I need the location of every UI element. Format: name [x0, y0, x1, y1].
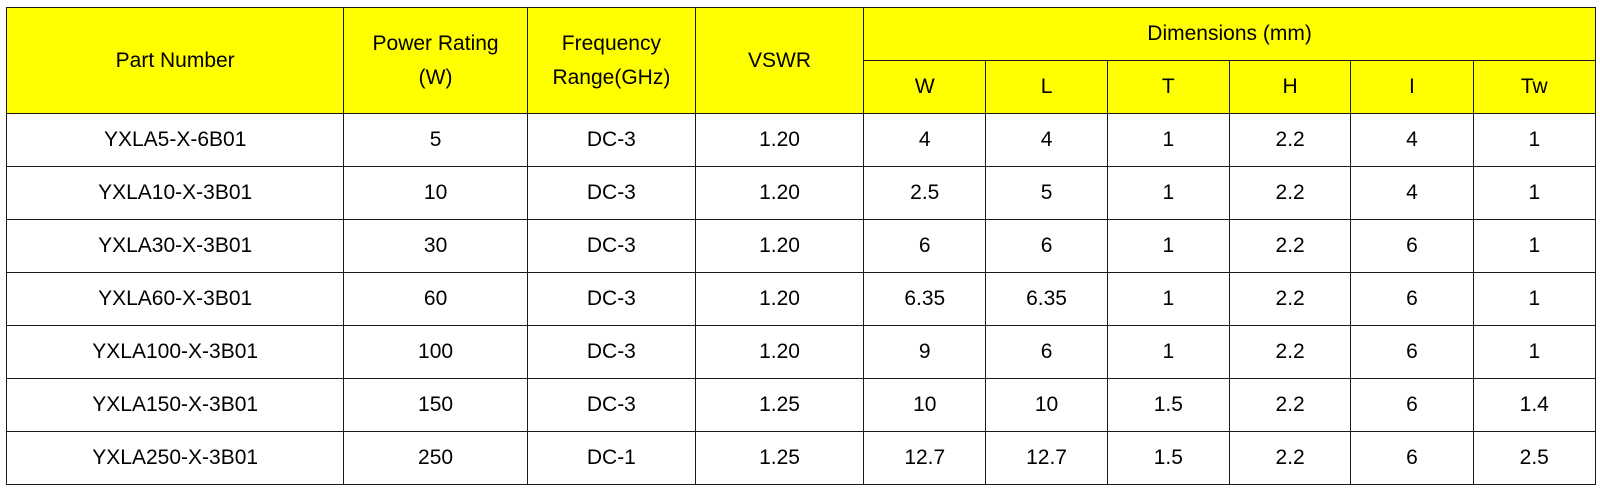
header-frequency-line1: Frequency: [561, 31, 661, 55]
cell-dim-w: 10: [863, 378, 987, 432]
cell-dim-h: 2.2: [1228, 431, 1352, 485]
cell-dim-tw: 1: [1472, 272, 1597, 326]
cell-part-number: YXLA250-X-3B01: [5, 431, 345, 485]
table-row: YXLA150-X-3B01 150 DC-3 1.25 10 10 1.5 2…: [5, 378, 1597, 432]
cell-vswr: 1.20: [694, 219, 865, 273]
cell-dim-l: 6.35: [985, 272, 1108, 326]
cell-frequency-range: DC-3: [526, 219, 696, 273]
header-frequency-range: Frequency Range(GHz): [526, 7, 696, 114]
cell-dim-tw: 1: [1472, 113, 1597, 167]
spec-table-container: Part Number Power Rating (W) Frequency R…: [5, 7, 1597, 485]
cell-vswr: 1.20: [694, 272, 865, 326]
cell-dim-i: 4: [1350, 166, 1474, 220]
cell-dim-l: 10: [985, 378, 1108, 432]
cell-dim-l: 5: [985, 166, 1108, 220]
cell-dim-t: 1.5: [1106, 431, 1230, 485]
cell-vswr: 1.20: [694, 166, 865, 220]
header-frequency-line2: Range(GHz): [552, 65, 671, 89]
cell-vswr: 1.25: [694, 378, 865, 432]
cell-frequency-range: DC-3: [526, 325, 696, 379]
cell-dim-i: 6: [1350, 272, 1474, 326]
header-vswr: VSWR: [694, 7, 865, 114]
cell-part-number: YXLA30-X-3B01: [5, 219, 345, 273]
cell-dim-t: 1: [1106, 219, 1230, 273]
cell-dim-tw: 1: [1472, 325, 1597, 379]
cell-part-number: YXLA60-X-3B01: [5, 272, 345, 326]
table-row: YXLA100-X-3B01 100 DC-3 1.20 9 6 1 2.2 6…: [5, 325, 1597, 379]
cell-dim-t: 1.5: [1106, 378, 1230, 432]
cell-dim-w: 2.5: [863, 166, 987, 220]
cell-power-rating: 150: [343, 378, 528, 432]
header-dim-tw: Tw: [1472, 60, 1597, 114]
cell-dim-i: 6: [1350, 378, 1474, 432]
table-header: Part Number Power Rating (W) Frequency R…: [5, 7, 1597, 114]
header-power-rating-line1: Power Rating: [372, 31, 499, 55]
table-row: YXLA10-X-3B01 10 DC-3 1.20 2.5 5 1 2.2 4…: [5, 166, 1597, 220]
header-row-1: Part Number Power Rating (W) Frequency R…: [5, 7, 1596, 114]
table-body: YXLA5-X-6B01 5 DC-3 1.20 4 4 1 2.2 4 1 Y…: [5, 113, 1597, 485]
cell-part-number: YXLA100-X-3B01: [5, 325, 345, 379]
cell-frequency-range: DC-1: [526, 431, 696, 485]
cell-dim-w: 12.7: [863, 431, 987, 485]
cell-dim-h: 2.2: [1228, 219, 1352, 273]
table-row: YXLA250-X-3B01 250 DC-1 1.25 12.7 12.7 1…: [5, 431, 1597, 485]
cell-dim-w: 6.35: [863, 272, 987, 326]
cell-dim-l: 12.7: [985, 431, 1108, 485]
cell-dim-h: 2.2: [1228, 272, 1352, 326]
cell-power-rating: 5: [343, 113, 528, 167]
header-dim-h: H: [1228, 60, 1352, 114]
cell-power-rating: 60: [343, 272, 528, 326]
header-dimensions: Dimensions (mm): [863, 7, 1596, 61]
table-row: YXLA5-X-6B01 5 DC-3 1.20 4 4 1 2.2 4 1: [5, 113, 1597, 167]
cell-dim-tw: 1: [1472, 219, 1597, 273]
cell-frequency-range: DC-3: [526, 378, 696, 432]
cell-frequency-range: DC-3: [526, 166, 696, 220]
cell-power-rating: 10: [343, 166, 528, 220]
cell-frequency-range: DC-3: [526, 113, 696, 167]
cell-dim-t: 1: [1106, 166, 1230, 220]
cell-dim-h: 2.2: [1228, 166, 1352, 220]
cell-part-number: YXLA150-X-3B01: [5, 378, 345, 432]
cell-dim-w: 9: [863, 325, 987, 379]
cell-vswr: 1.20: [694, 325, 865, 379]
cell-dim-w: 4: [863, 113, 987, 167]
cell-dim-l: 6: [985, 219, 1108, 273]
cell-dim-l: 4: [985, 113, 1108, 167]
table-row: YXLA30-X-3B01 30 DC-3 1.20 6 6 1 2.2 6 1: [5, 219, 1597, 273]
header-dim-w: W: [863, 60, 987, 114]
header-power-rating-line2: (W): [418, 65, 453, 89]
header-dim-l: L: [985, 60, 1108, 114]
header-part-number: Part Number: [5, 7, 345, 114]
cell-dim-i: 6: [1350, 431, 1474, 485]
cell-dim-w: 6: [863, 219, 987, 273]
cell-dim-t: 1: [1106, 113, 1230, 167]
cell-power-rating: 250: [343, 431, 528, 485]
header-dim-i: I: [1350, 60, 1474, 114]
cell-power-rating: 30: [343, 219, 528, 273]
cell-part-number: YXLA5-X-6B01: [5, 113, 345, 167]
cell-dim-tw: 1: [1472, 166, 1597, 220]
cell-dim-l: 6: [985, 325, 1108, 379]
cell-dim-h: 2.2: [1228, 113, 1352, 167]
cell-power-rating: 100: [343, 325, 528, 379]
cell-dim-h: 2.2: [1228, 378, 1352, 432]
cell-dim-tw: 1.4: [1472, 378, 1597, 432]
cell-dim-t: 1: [1106, 325, 1230, 379]
cell-dim-tw: 2.5: [1472, 431, 1597, 485]
cell-vswr: 1.20: [694, 113, 865, 167]
table-row: YXLA60-X-3B01 60 DC-3 1.20 6.35 6.35 1 2…: [5, 272, 1597, 326]
cell-dim-i: 6: [1350, 219, 1474, 273]
cell-dim-h: 2.2: [1228, 325, 1352, 379]
cell-vswr: 1.25: [694, 431, 865, 485]
cell-dim-i: 4: [1350, 113, 1474, 167]
cell-frequency-range: DC-3: [526, 272, 696, 326]
header-dim-t: T: [1106, 60, 1230, 114]
spec-table: Part Number Power Rating (W) Frequency R…: [5, 7, 1597, 485]
header-power-rating: Power Rating (W): [343, 7, 528, 114]
cell-dim-i: 6: [1350, 325, 1474, 379]
header-row-2: W L T H I Tw: [7, 60, 1597, 114]
cell-part-number: YXLA10-X-3B01: [5, 166, 345, 220]
cell-dim-t: 1: [1106, 272, 1230, 326]
